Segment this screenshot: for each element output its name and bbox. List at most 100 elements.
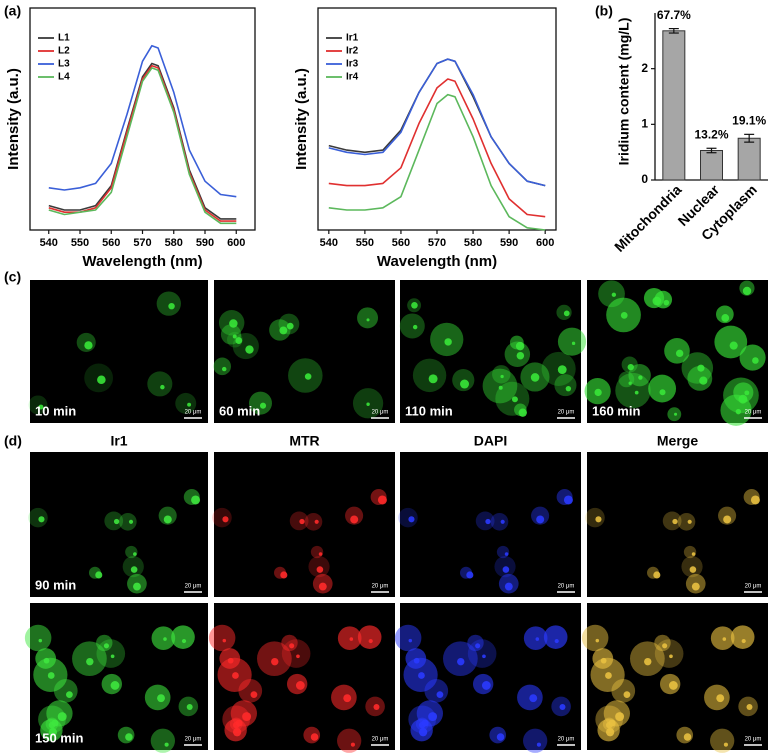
cell (585, 507, 605, 528)
legend-label: Ir1 (346, 33, 359, 44)
cell (125, 545, 138, 559)
cell (523, 728, 548, 753)
column-header: Merge (657, 433, 698, 449)
micrograph: 10 min 20 μm (28, 280, 208, 423)
x-tick-label: 590 (196, 237, 214, 249)
cell-spot (280, 571, 288, 579)
legend-label: Ir2 (346, 46, 359, 57)
cell (683, 545, 697, 559)
micrograph-bg (30, 452, 208, 597)
cell-spot (168, 302, 175, 310)
cell-spot (500, 519, 505, 524)
cell-spot (563, 310, 570, 317)
micrograph: 110 min 20 μm (399, 280, 587, 423)
cell-spot (232, 334, 237, 339)
cell-spot (57, 712, 67, 722)
cell-spot (741, 638, 746, 644)
cell-spot (436, 691, 444, 698)
cell (662, 511, 682, 531)
x-tick-label: 600 (536, 237, 554, 249)
x-tick-label: 550 (71, 237, 89, 249)
cell-spot (163, 637, 167, 641)
time-label: 150 min (35, 730, 83, 745)
micrograph: 20 μm (394, 603, 581, 753)
cell-spot (595, 516, 602, 523)
legend-label: Ir3 (346, 59, 359, 70)
cell (687, 365, 713, 391)
cell (28, 507, 48, 528)
cell-spot (746, 703, 753, 710)
y-axis-label: Intensity (a.u.) (293, 68, 310, 170)
cell-spot (504, 552, 509, 556)
line-series (48, 64, 237, 222)
bar-annotation: 13.2% (694, 127, 728, 141)
legend-label: L1 (58, 33, 70, 44)
cell-spot (110, 654, 115, 659)
cell (232, 332, 259, 360)
cell-spot (659, 389, 666, 396)
cell-spot (235, 337, 243, 344)
cell (281, 634, 298, 652)
cell-spot (536, 742, 541, 747)
scale-bar-label: 20 μm (745, 410, 762, 416)
cell-spot (605, 672, 612, 679)
x-tick-label: 540 (320, 237, 338, 249)
y-axis-label: Iridium content (mg/L) (616, 18, 632, 166)
x-tick-label: 540 (40, 237, 58, 249)
cell (710, 728, 735, 753)
cell-spot (565, 385, 572, 392)
micrograph: 20 μm (212, 452, 395, 597)
cell-spot (644, 657, 652, 666)
cell (467, 634, 484, 652)
cell-spot (460, 379, 470, 389)
micrograph-bg (400, 452, 581, 597)
cell-spot (721, 314, 730, 322)
cell (628, 363, 651, 387)
cell (398, 507, 418, 528)
x-tick-label: 570 (428, 237, 446, 249)
line-series (328, 58, 546, 187)
line-series (328, 93, 546, 231)
cell (208, 624, 236, 652)
cell-spot (663, 299, 670, 306)
cell-spot (304, 373, 312, 380)
cell (496, 545, 510, 559)
cell (304, 512, 323, 531)
cell (654, 639, 684, 668)
cell (475, 511, 495, 531)
cell-spot (628, 381, 632, 385)
cell-spot (187, 402, 192, 407)
micrograph: 20 μm (208, 603, 395, 753)
micrograph: 60 min 20 μm (213, 280, 395, 423)
cell-spot (457, 657, 465, 666)
cell-spot (466, 571, 474, 579)
cell-spot (377, 495, 387, 505)
cell-spot (48, 728, 58, 737)
x-tick-label: 580 (464, 237, 482, 249)
scale-bar-label: 20 μm (372, 737, 389, 743)
cell (412, 358, 447, 393)
cell (337, 728, 362, 753)
cell-spot (516, 351, 525, 360)
cell-spot (66, 691, 73, 698)
cell-spot (271, 657, 279, 666)
cell-spot (482, 654, 486, 659)
cell-spot (38, 638, 43, 643)
y-tick-label: 1 (641, 117, 648, 131)
micrograph: 20 μm (581, 603, 768, 753)
micrograph-bg (587, 452, 768, 597)
cell-spot (418, 728, 428, 737)
cell (730, 625, 755, 649)
cell-spot (500, 374, 504, 379)
time-label: 160 min (592, 403, 640, 418)
cell-spot (408, 638, 413, 643)
cell-spot (84, 341, 93, 350)
micrograph: 160 min 20 μm (584, 280, 768, 426)
cell-spot (38, 404, 44, 410)
cell-spot (498, 385, 503, 390)
cell (595, 705, 624, 734)
cell-spot (295, 681, 305, 690)
cell (554, 374, 577, 397)
cell-spot (186, 703, 193, 710)
